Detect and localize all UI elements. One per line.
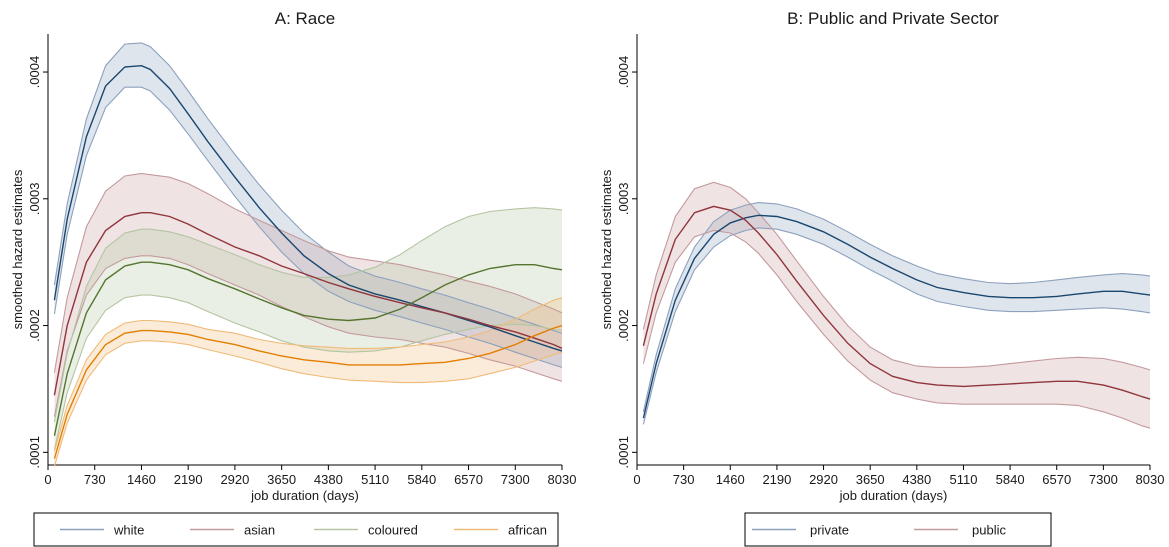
- x-tick-label: 3650: [856, 472, 885, 487]
- x-tick-label: 2920: [220, 472, 249, 487]
- x-tick-label: 0: [633, 472, 640, 487]
- legend: private public: [744, 512, 1052, 547]
- y-tick-label: .0001: [616, 436, 631, 469]
- legend-label-asian: asian: [244, 523, 275, 538]
- panel-b: B: Public and Private Sector 0 730 1460 2190…: [599, 9, 1165, 547]
- african-series-line: [53, 324, 563, 459]
- african-ci-upper-line: [53, 297, 563, 452]
- x-tick-label: 6570: [1042, 472, 1071, 487]
- x-tick-label: 5840: [996, 472, 1025, 487]
- asian-ci-band: [54, 173, 563, 417]
- x-tick-label: 3650: [267, 472, 296, 487]
- x-tick-label: 1460: [716, 472, 745, 487]
- private-ci-lower-line: [642, 227, 1151, 425]
- x-tick-label: 7300: [1089, 472, 1118, 487]
- x-tick-label: 4380: [902, 472, 931, 487]
- african-ci-band: [54, 297, 563, 467]
- public-ci-upper-line: [642, 181, 1151, 371]
- white-ci-lower-line: [53, 86, 563, 368]
- chart-title: A: Race: [275, 9, 335, 28]
- coloured-series-line: [53, 261, 563, 436]
- panel-a: A: Race 0 730 1460 2190 2920 3650 4380 5110 5840 6…: [10, 9, 577, 547]
- x-tick-label: 2190: [762, 472, 791, 487]
- x-axis-label: job duration (days): [250, 488, 359, 503]
- y-tick-label: .0002: [616, 309, 631, 342]
- public-series-line: [642, 205, 1151, 400]
- y-tick-label: .0002: [27, 309, 42, 342]
- x-tick-label: 2190: [174, 472, 203, 487]
- y-axis-label: smoothed hazard estimates: [599, 169, 614, 329]
- x-tick-label: 5110: [949, 472, 977, 487]
- white-series-line: [53, 64, 563, 352]
- african-ci-lower-line: [53, 340, 563, 467]
- legend: white asian coloured african: [33, 512, 559, 547]
- x-tick-label: 2920: [809, 472, 838, 487]
- y-tick-label: .0001: [27, 436, 42, 469]
- legend-label-white: white: [113, 523, 144, 538]
- private-series-line: [642, 214, 1151, 419]
- private-ci-upper-line: [642, 202, 1151, 412]
- legend-label-coloured: coloured: [368, 523, 418, 538]
- asian-ci-upper-line: [53, 172, 563, 373]
- y-tick-label: .0003: [27, 183, 42, 216]
- white-ci-upper-line: [53, 42, 563, 334]
- x-tick-label: 8030: [1136, 472, 1165, 487]
- y-tick-label: .0004: [27, 56, 42, 89]
- y-tick-label: .0003: [616, 183, 631, 216]
- x-tick-label: 6570: [454, 472, 483, 487]
- public-ci-band: [643, 182, 1150, 429]
- x-tick-label: 8030: [548, 472, 577, 487]
- y-tick-label: .0004: [616, 56, 631, 89]
- white-ci-band: [54, 42, 563, 368]
- x-axis-label: job duration (days): [839, 488, 948, 503]
- chart-title: B: Public and Private Sector: [787, 9, 999, 28]
- x-tick-label: 730: [673, 472, 695, 487]
- legend-label-public: public: [972, 523, 1006, 538]
- x-tick-label: 4380: [314, 472, 343, 487]
- x-tick-label: 7300: [501, 472, 530, 487]
- x-tick-label: 0: [44, 472, 51, 487]
- x-tick-label: 5840: [407, 472, 436, 487]
- asian-series-line: [53, 211, 563, 396]
- x-tick-label: 5110: [361, 472, 389, 487]
- public-ci-lower-line: [642, 229, 1151, 429]
- coloured-ci-upper-line: [53, 207, 563, 423]
- x-tick-label: 730: [84, 472, 106, 487]
- x-tick-label: 1460: [127, 472, 156, 487]
- legend-label-private: private: [810, 523, 849, 538]
- legend-label-african: african: [508, 523, 547, 538]
- y-axis-label: smoothed hazard estimates: [10, 169, 25, 329]
